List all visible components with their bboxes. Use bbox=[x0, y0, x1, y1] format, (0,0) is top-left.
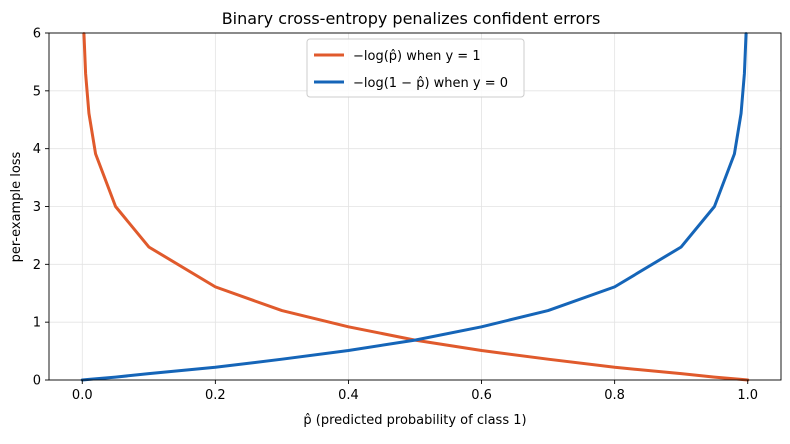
series-lines bbox=[80, 32, 750, 382]
legend-label-orange: −log(p̂) when y = 1 bbox=[353, 49, 481, 64]
y-tick-label: 6 bbox=[33, 27, 41, 42]
x-tick-label: 0.6 bbox=[471, 388, 492, 403]
loss-curve-y0 bbox=[80, 32, 748, 382]
y-tick-label: 5 bbox=[33, 84, 41, 99]
x-tick-label: 0.0 bbox=[72, 388, 93, 403]
x-tick-label: 1.0 bbox=[737, 388, 758, 403]
legend-label-blue: −log(1 − p̂) when y = 0 bbox=[353, 76, 508, 91]
y-tick-label: 0 bbox=[33, 374, 41, 389]
x-tick-label: 0.4 bbox=[338, 388, 359, 403]
y-tick-label: 3 bbox=[33, 200, 41, 215]
y-axis-label: per-example loss bbox=[9, 151, 24, 262]
x-axis-label: p̂ (predicted probability of class 1) bbox=[303, 413, 526, 428]
y-tick-label: 2 bbox=[33, 258, 41, 273]
legend: −log(p̂) when y = 1 −log(1 − p̂) when y … bbox=[306, 38, 525, 98]
y-tick-label: 4 bbox=[33, 142, 41, 157]
y-tick-label: 1 bbox=[33, 316, 41, 331]
x-tick-label: 0.8 bbox=[604, 388, 625, 403]
loss-curve-y1 bbox=[82, 32, 750, 382]
axis-ticks: 0.0 0.2 0.4 0.6 0.8 1.0 0 1 2 3 4 5 6 bbox=[33, 27, 758, 404]
x-tick-label: 0.2 bbox=[205, 388, 226, 403]
legend-box bbox=[306, 38, 525, 98]
chart-title: Binary cross-entropy penalizes confident… bbox=[222, 9, 601, 28]
